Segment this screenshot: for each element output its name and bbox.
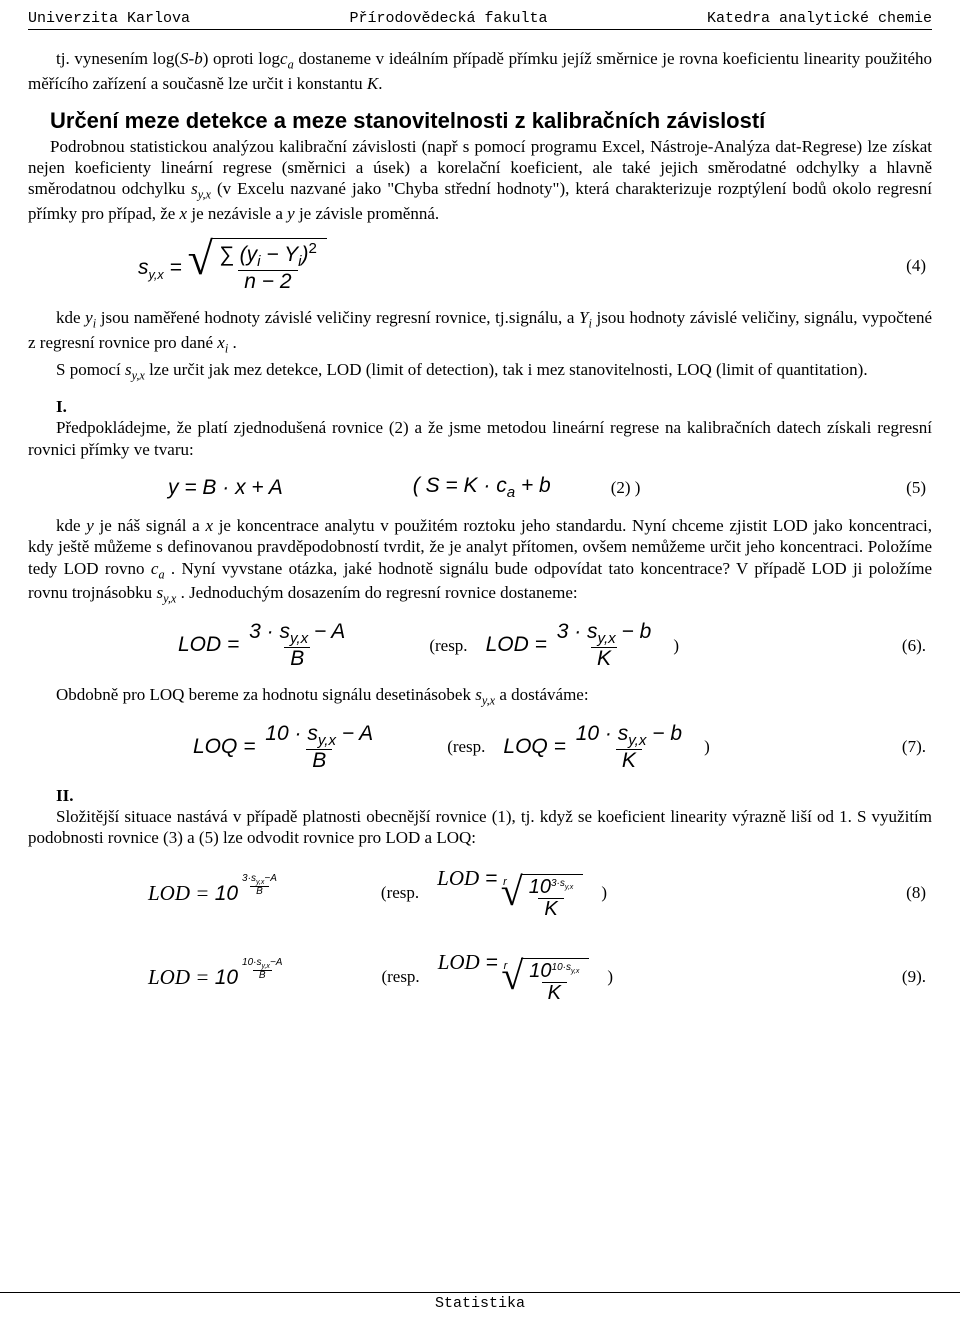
paragraph-assume: Předpokládejme, že platí zjednodušená ro…: [28, 417, 932, 460]
header-right: Katedra analytické chemie: [707, 10, 932, 27]
paragraph-intro: tj. vynesením log(S-b) oproti logca dost…: [28, 48, 932, 94]
equation-9: LOD = 10 10·sy,x−A B (resp. LOD = r √ 10…: [28, 950, 932, 1004]
header-center: Přírodovědecká fakulta: [349, 10, 547, 27]
section-heading: Určení meze detekce a meze stanovitelnos…: [50, 108, 932, 134]
header-left: Univerzita Karlova: [28, 10, 190, 27]
paragraph-complex: Složitější situace nastává v případě pla…: [28, 806, 932, 849]
paragraph-definition: Podrobnou statistickou analýzou kalibrač…: [28, 136, 932, 224]
sqrt-icon: √ ∑ (yi − Yi)2 n − 2: [188, 238, 327, 293]
section-II: II.: [56, 786, 932, 806]
paragraph-where2: kde y je náš signál a x je koncentrace a…: [28, 515, 932, 607]
equation-8-label: (8): [906, 883, 932, 903]
equation-5-label: (5): [906, 478, 932, 498]
page-footer: Statistika: [0, 1292, 960, 1312]
equation-7: LOQ = 10 · sy,x − A B (resp. LOQ = 10 · …: [28, 723, 932, 772]
equation-8: LOD = 10 3·sy,x−A B (resp. LOD = r √ 103…: [28, 866, 932, 920]
document-page: Univerzita Karlova Přírodovědecká fakult…: [0, 0, 960, 1320]
paragraph-where: kde yi jsou naměřené hodnoty závislé vel…: [28, 307, 932, 356]
equation-6: LOD = 3 · sy,x − A B (resp. LOD = 3 · sy…: [28, 621, 932, 670]
equation-7-label: (7).: [902, 737, 932, 757]
equation-4: sy,x = √ ∑ (yi − Yi)2 n − 2 (4): [28, 238, 932, 293]
equation-4-label: (4): [906, 256, 932, 276]
paragraph-spomoci: S pomocí sy,x lze určit jak mez detekce,…: [28, 359, 932, 384]
paragraph-loq: Obdobně pro LOQ bereme za hodnotu signál…: [28, 684, 932, 709]
equation-5: y = B · x + A ( S = K · ca + b (2) ) (5): [28, 474, 932, 501]
page-header: Univerzita Karlova Přírodovědecká fakult…: [28, 10, 932, 30]
equation-9-label: (9).: [902, 967, 932, 987]
section-I: I.: [56, 397, 932, 417]
equation-6-label: (6).: [902, 636, 932, 656]
